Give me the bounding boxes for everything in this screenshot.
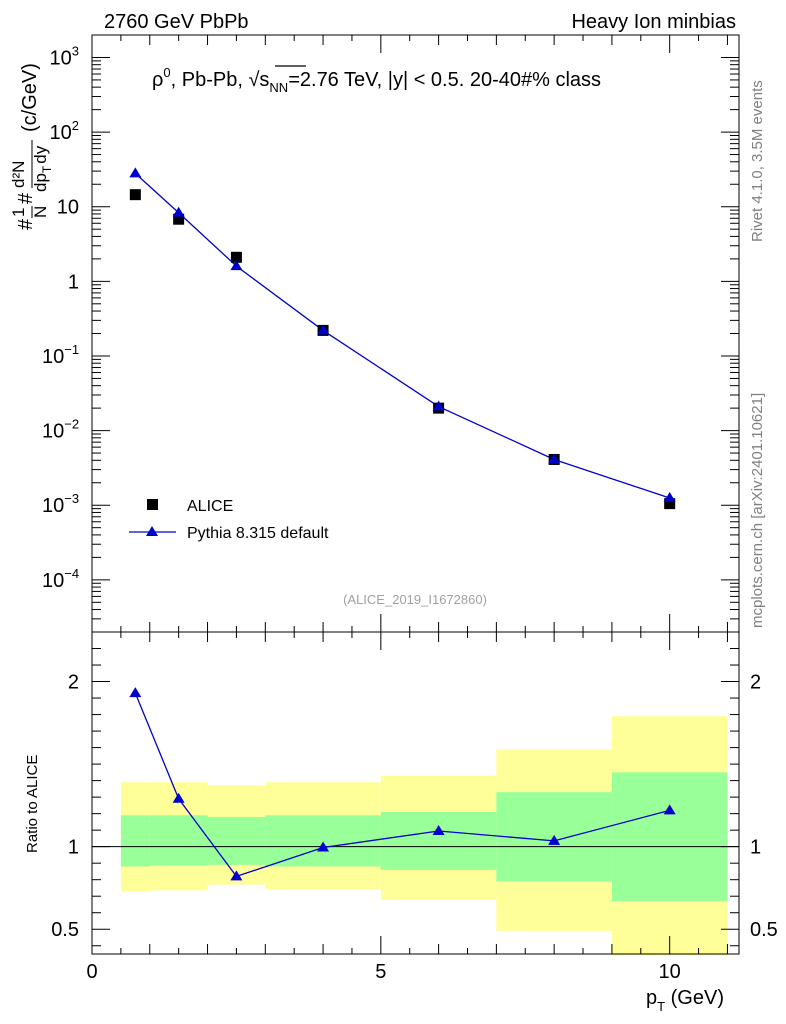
pythia-series (129, 167, 676, 502)
header-right-label: Heavy Ion minbias (571, 11, 736, 33)
x-tick-label: 10 (659, 961, 681, 983)
ratio-point (432, 824, 445, 835)
main-y-tick-label: 10−4 (42, 566, 79, 592)
legend-pythia-marker (146, 526, 158, 536)
alice-point (173, 213, 185, 225)
alice-series (129, 189, 676, 510)
ratio-y-tick-label-right: 0.5 (750, 919, 778, 941)
ratio-uncertainty-bands (120, 716, 728, 956)
svg-text:N: N (31, 206, 50, 218)
main-y-tick-label: 102 (50, 118, 79, 144)
header-left-label: 2760 GeV PbPb (104, 11, 249, 33)
pythia-point (548, 453, 561, 464)
svg-text:#: # (15, 218, 37, 230)
ratio-point (230, 870, 243, 881)
pythia-point (663, 491, 676, 502)
ratio-y-tick-label-left: 0.5 (51, 919, 79, 941)
analysis-watermark: (ALICE_2019_I1672860) (343, 592, 487, 607)
legend-alice-marker (147, 499, 158, 510)
svg-text:dpTdy: dpTdy (31, 145, 54, 192)
x-tick-label: 0 (86, 961, 97, 983)
pythia-point (230, 260, 243, 271)
legend: ALICE Pythia 8.315 default (129, 498, 329, 542)
main-y-tick-label: 10 (57, 197, 79, 219)
mcplots-label: mcplots.cern.ch [arXiv:2401.10621] (749, 393, 766, 628)
rivet-label: Rivet 4.1.0, 3.5M events (749, 80, 766, 242)
ratio-point (317, 841, 330, 852)
ratio-point (663, 804, 676, 815)
ratio-band-green (149, 815, 208, 866)
ratio-band-green (265, 815, 381, 867)
x-tick-label: 5 (375, 961, 386, 983)
main-y-axis-label: # 1 N # d²N dpTdy (c/GeV) (9, 63, 54, 230)
ratio-y-tick-label-right: 2 (750, 672, 761, 694)
alice-point (230, 251, 242, 263)
main-plot-frame (91, 34, 740, 633)
main-x-ticks (91, 35, 728, 632)
main-y-tick-label: 1 (68, 271, 79, 293)
alice-point (664, 498, 676, 510)
x-axis-label: pT (GeV) (646, 987, 724, 1014)
ratio-band-green (120, 815, 150, 867)
legend-alice-label: ALICE (187, 498, 233, 515)
legend-pythia-label: Pythia 8.315 default (187, 525, 329, 542)
alice-point (129, 189, 141, 201)
main-y-tick-label: 103 (50, 43, 79, 69)
ratio-y-tick-label-right: 1 (750, 837, 761, 859)
ratio-y-axis-label: Ratio to ALICE (24, 755, 41, 853)
svg-text:(c/GeV): (c/GeV) (19, 63, 41, 132)
pythia-point (317, 324, 330, 335)
plot-title: ρ0, Pb-Pb, √sNN=2.76 TeV, |y| < 0.5. 20-… (152, 65, 601, 95)
main-y-tick-label: 10−2 (42, 417, 79, 443)
ratio-ticks: 0.5 0.5 1 1 2 2 0 5 10 (51, 632, 778, 983)
pythia-point (432, 400, 445, 411)
pythia-point (172, 206, 185, 217)
ratio-point (172, 792, 185, 803)
main-y-tick-label: 10−3 (42, 491, 79, 517)
ratio-band-green (611, 772, 728, 902)
pythia-line (134, 172, 670, 499)
ratio-y-tick-label-left: 1 (68, 837, 79, 859)
ratio-band-green (207, 816, 266, 865)
svg-text:d²N: d²N (9, 161, 28, 188)
ratio-y-tick-label-left: 2 (68, 672, 79, 694)
ratio-plot-frame (91, 631, 740, 955)
pythia-point (129, 167, 142, 178)
ratio-band-green (380, 811, 497, 870)
ratio-point (548, 834, 561, 845)
pythia-series-line (134, 172, 670, 499)
main-y-tick-label: 10−1 (42, 342, 79, 368)
ratio-point (129, 687, 142, 698)
svg-text:#: # (15, 192, 37, 204)
svg-text:1: 1 (9, 208, 28, 217)
ratio-series (129, 687, 676, 881)
